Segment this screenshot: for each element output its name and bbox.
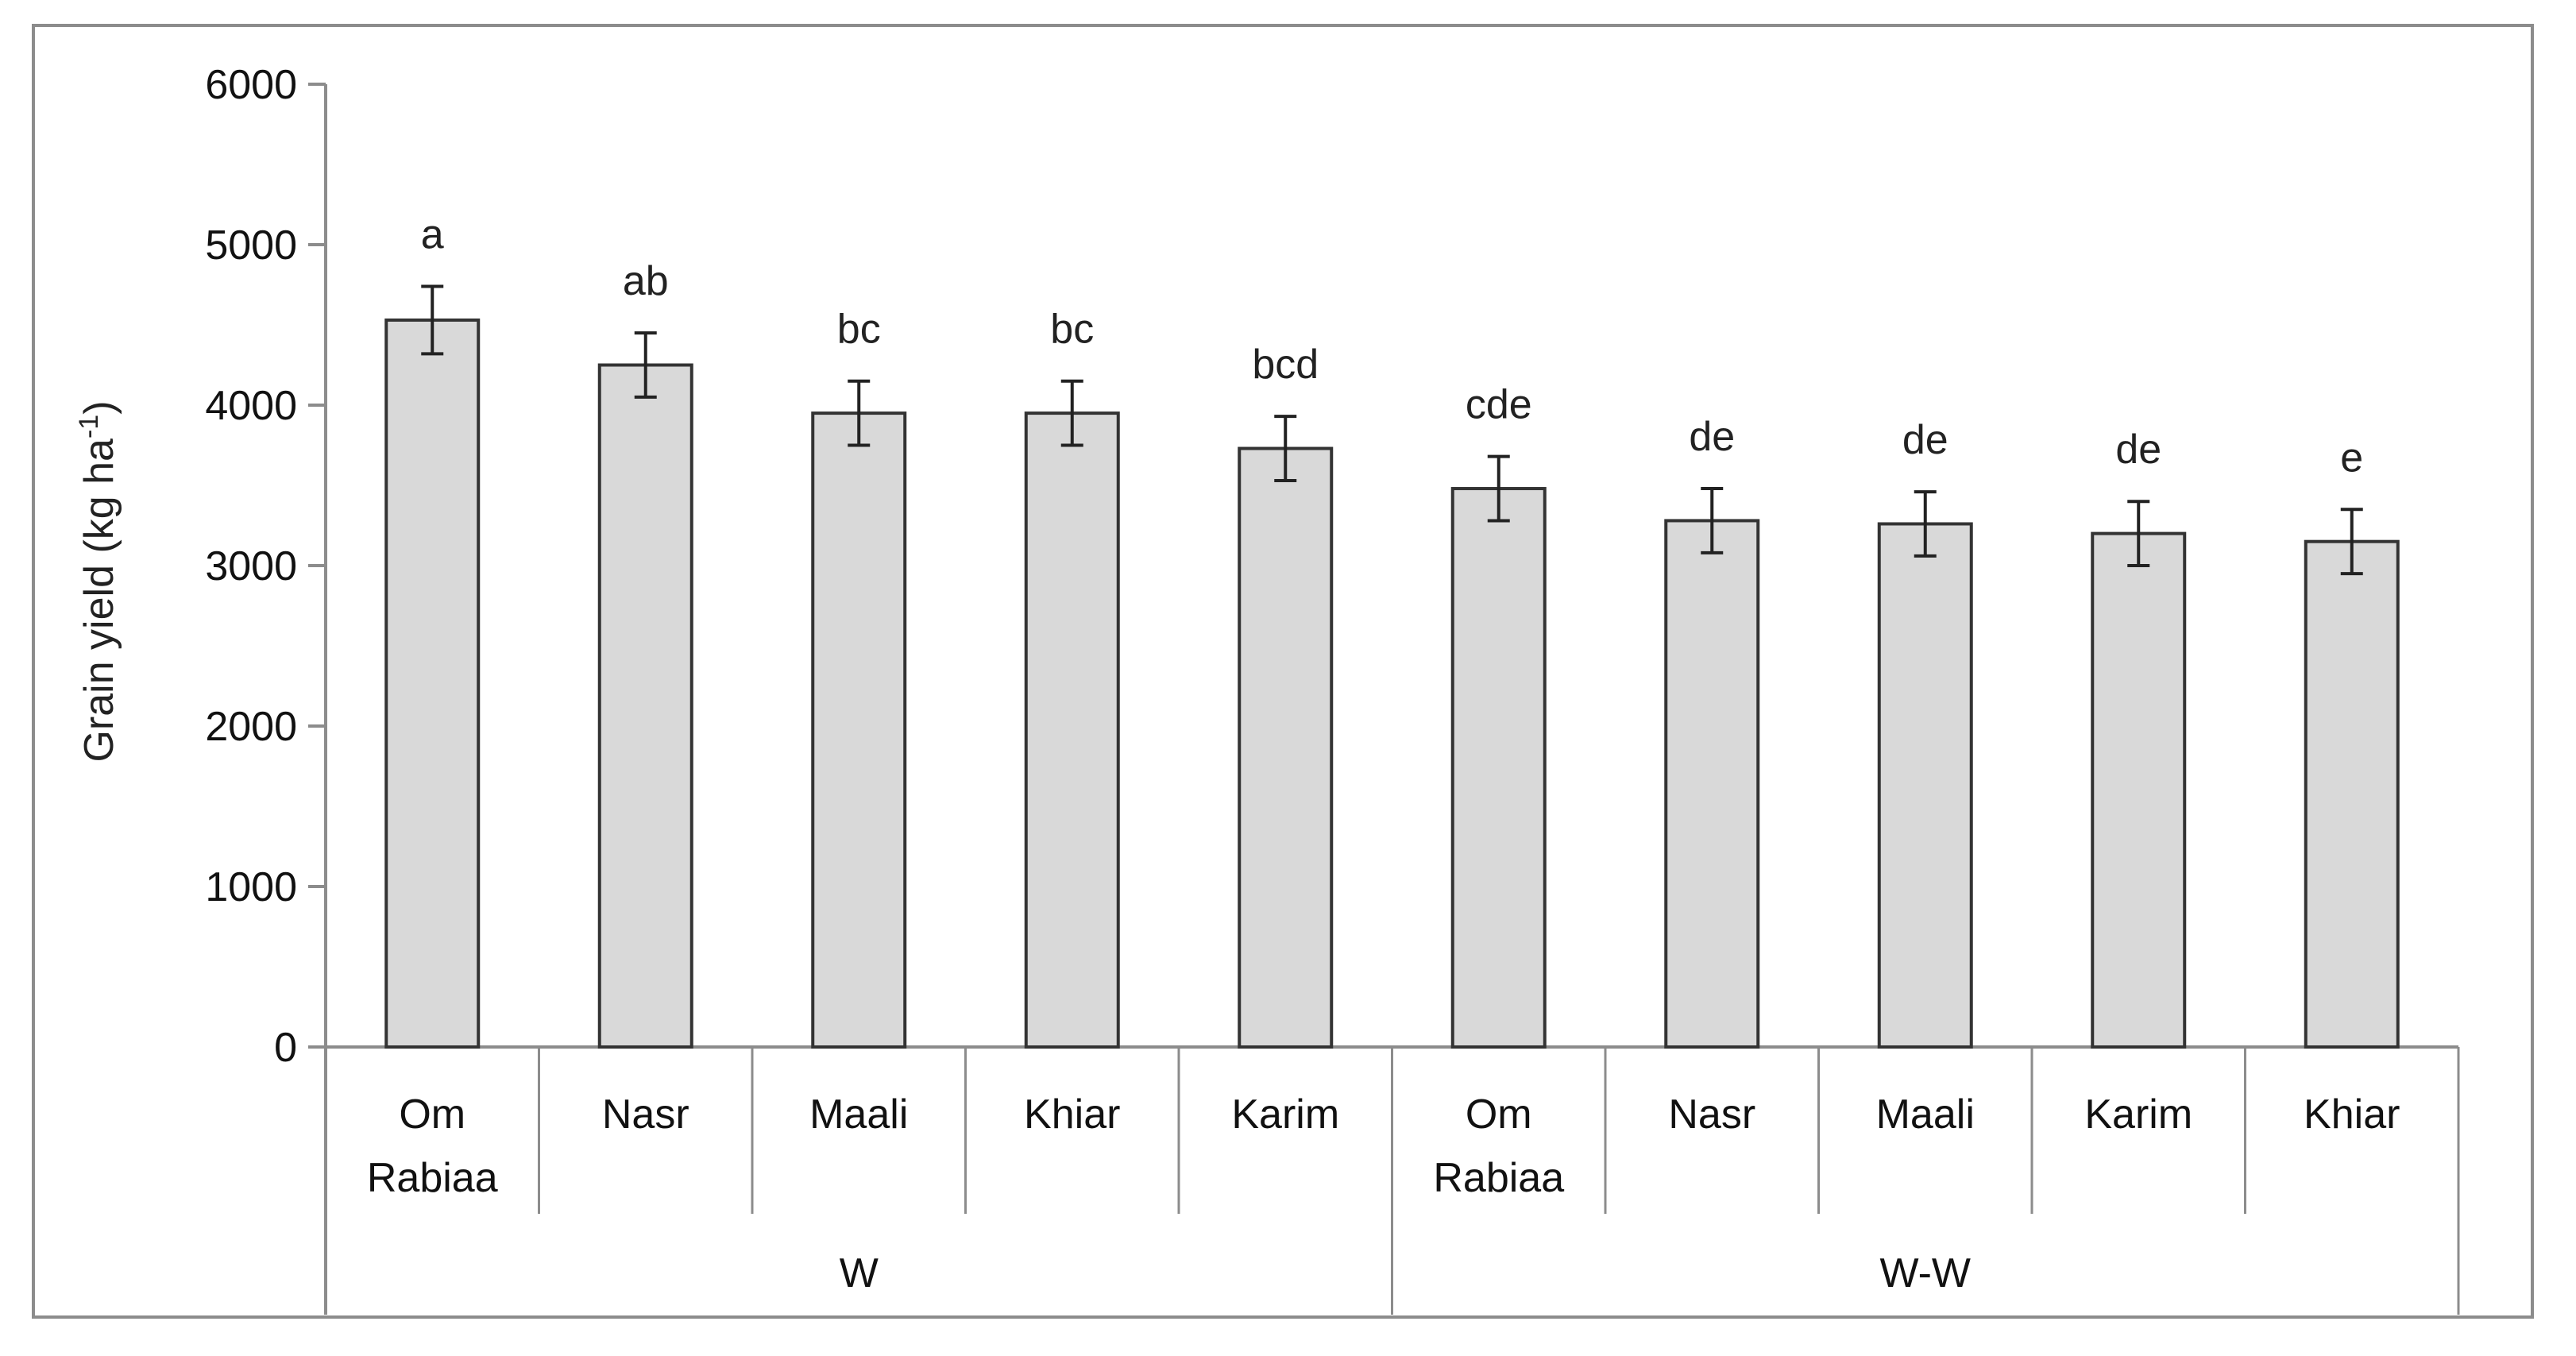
y-tick-label: 4000	[205, 383, 297, 429]
x-category-label: Maali	[809, 1091, 908, 1138]
y-tick-label: 5000	[205, 222, 297, 268]
x-category-label: Rabiaa	[1433, 1155, 1564, 1201]
significance-label: cde	[1466, 382, 1532, 428]
y-tick-label: 3000	[205, 543, 297, 589]
significance-label: bc	[837, 307, 881, 353]
y-tick-label: 2000	[205, 704, 297, 750]
bar	[597, 363, 693, 1049]
bar	[1664, 519, 1760, 1049]
bar	[1877, 522, 1973, 1049]
y-tick-label: 0	[274, 1025, 297, 1071]
x-category-label: Maali	[1876, 1091, 1975, 1138]
y-axis-title: Grain yield (kg ha-1)	[74, 400, 122, 762]
x-category-label: Nasr	[602, 1091, 689, 1138]
x-category-label: Khiar	[1024, 1091, 1120, 1138]
x-category-label: Karim	[1231, 1091, 1339, 1138]
x-group-label: W	[840, 1250, 879, 1296]
bar	[2304, 539, 2400, 1049]
significance-label: ab	[623, 258, 669, 304]
x-category-label: Khiar	[2304, 1091, 2400, 1138]
bar	[1450, 487, 1547, 1049]
significance-label: de	[2115, 427, 2161, 473]
bar	[1024, 411, 1120, 1049]
x-category-label: Karim	[2084, 1091, 2192, 1138]
significance-label: de	[1902, 417, 1948, 463]
x-group-label: W-W	[1879, 1250, 1971, 1296]
bar	[384, 318, 481, 1049]
bar	[2091, 531, 2187, 1049]
significance-label: bcd	[1252, 342, 1319, 388]
y-tick-label: 6000	[205, 62, 297, 108]
bar	[811, 411, 907, 1049]
significance-label: e	[2340, 435, 2363, 481]
significance-label: de	[1689, 414, 1735, 460]
x-category-label: Om	[399, 1091, 465, 1138]
y-tick-label: 1000	[205, 864, 297, 910]
x-category-label: Nasr	[1668, 1091, 1755, 1138]
x-category-label: Rabiaa	[367, 1155, 498, 1201]
x-category-label: Om	[1466, 1091, 1532, 1138]
significance-label: bc	[1050, 307, 1094, 353]
significance-label: a	[421, 212, 444, 258]
bar	[1238, 446, 1334, 1049]
